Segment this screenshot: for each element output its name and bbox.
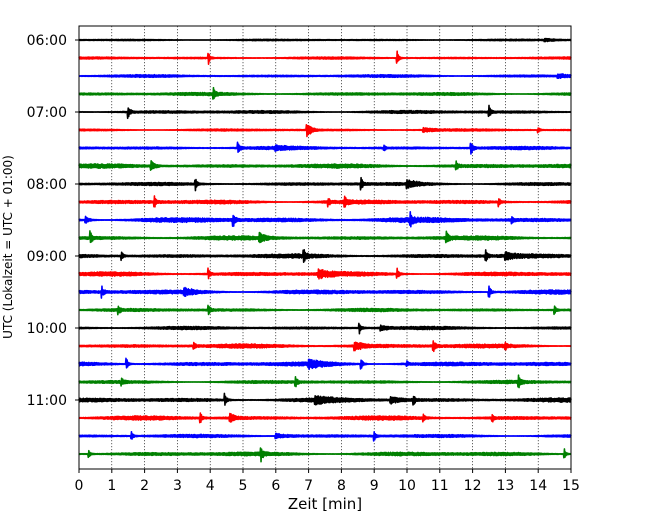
y-tick-label: 09:00 [27, 249, 67, 265]
plot-frame [78, 25, 572, 470]
trace-1100 [78, 392, 572, 406]
trace-1130 [78, 430, 572, 442]
x-tick-label: 8 [337, 478, 346, 494]
trace-0615 [78, 50, 572, 66]
x-tick-label: 13 [496, 478, 514, 494]
trace-0800 [78, 176, 572, 192]
trace-1145 [78, 447, 572, 463]
trace-0630 [78, 73, 572, 80]
y-tick-label: 08:00 [27, 177, 67, 193]
trace-1015 [78, 340, 572, 353]
trace-0830 [78, 211, 572, 228]
x-tick-label: 0 [75, 478, 84, 494]
trace-0815 [78, 195, 572, 208]
trace-1045 [78, 374, 572, 389]
x-tick-label: 1 [107, 478, 116, 494]
x-tick-label: 3 [173, 478, 182, 494]
trace-0715 [78, 123, 572, 138]
vertical-grid [111, 26, 539, 469]
x-tick-label: 15 [562, 478, 580, 494]
trace-0945 [78, 304, 572, 316]
x-axis-label: Zeit [min] [288, 495, 362, 513]
trace-0645 [78, 86, 572, 100]
trace-0930 [78, 285, 572, 299]
x-tick-label: 6 [271, 478, 280, 494]
trace-0745 [78, 159, 572, 172]
trace-0915 [78, 267, 572, 280]
x-tick-label: 14 [529, 478, 547, 494]
trace-1000 [78, 322, 572, 335]
trace-0600 [78, 37, 572, 43]
y-tick-label: 07:00 [27, 105, 67, 121]
trace-group [78, 37, 572, 463]
trace-0845 [78, 230, 572, 244]
x-tick-label: 11 [431, 478, 449, 494]
y-tick-label: 11:00 [27, 393, 67, 409]
x-tick-label: 9 [370, 478, 379, 494]
x-tick-label: 4 [206, 478, 215, 494]
y-axis-label: UTC (Lokalzeit = UTC + 01:00) [1, 155, 15, 339]
x-tick-label: 12 [464, 478, 482, 494]
y-tick-label: 10:00 [27, 321, 67, 337]
trace-0700 [78, 104, 572, 120]
trace-1115 [78, 412, 572, 424]
y-tick-label: 06:00 [27, 33, 67, 49]
trace-0730 [78, 141, 572, 155]
x-tick-label: 2 [140, 478, 149, 494]
trace-1030 [78, 357, 572, 371]
x-axis: 0 1 2 3 4 5 6 7 8 9 10 11 12 13 14 15 [75, 469, 580, 494]
y-axis: 06:00 07:00 08:00 09:00 10:00 11:00 [27, 33, 79, 409]
trace-0900 [78, 248, 572, 263]
x-tick-label: 7 [304, 478, 313, 494]
x-tick-label: 5 [239, 478, 248, 494]
x-tick-label: 10 [398, 478, 416, 494]
